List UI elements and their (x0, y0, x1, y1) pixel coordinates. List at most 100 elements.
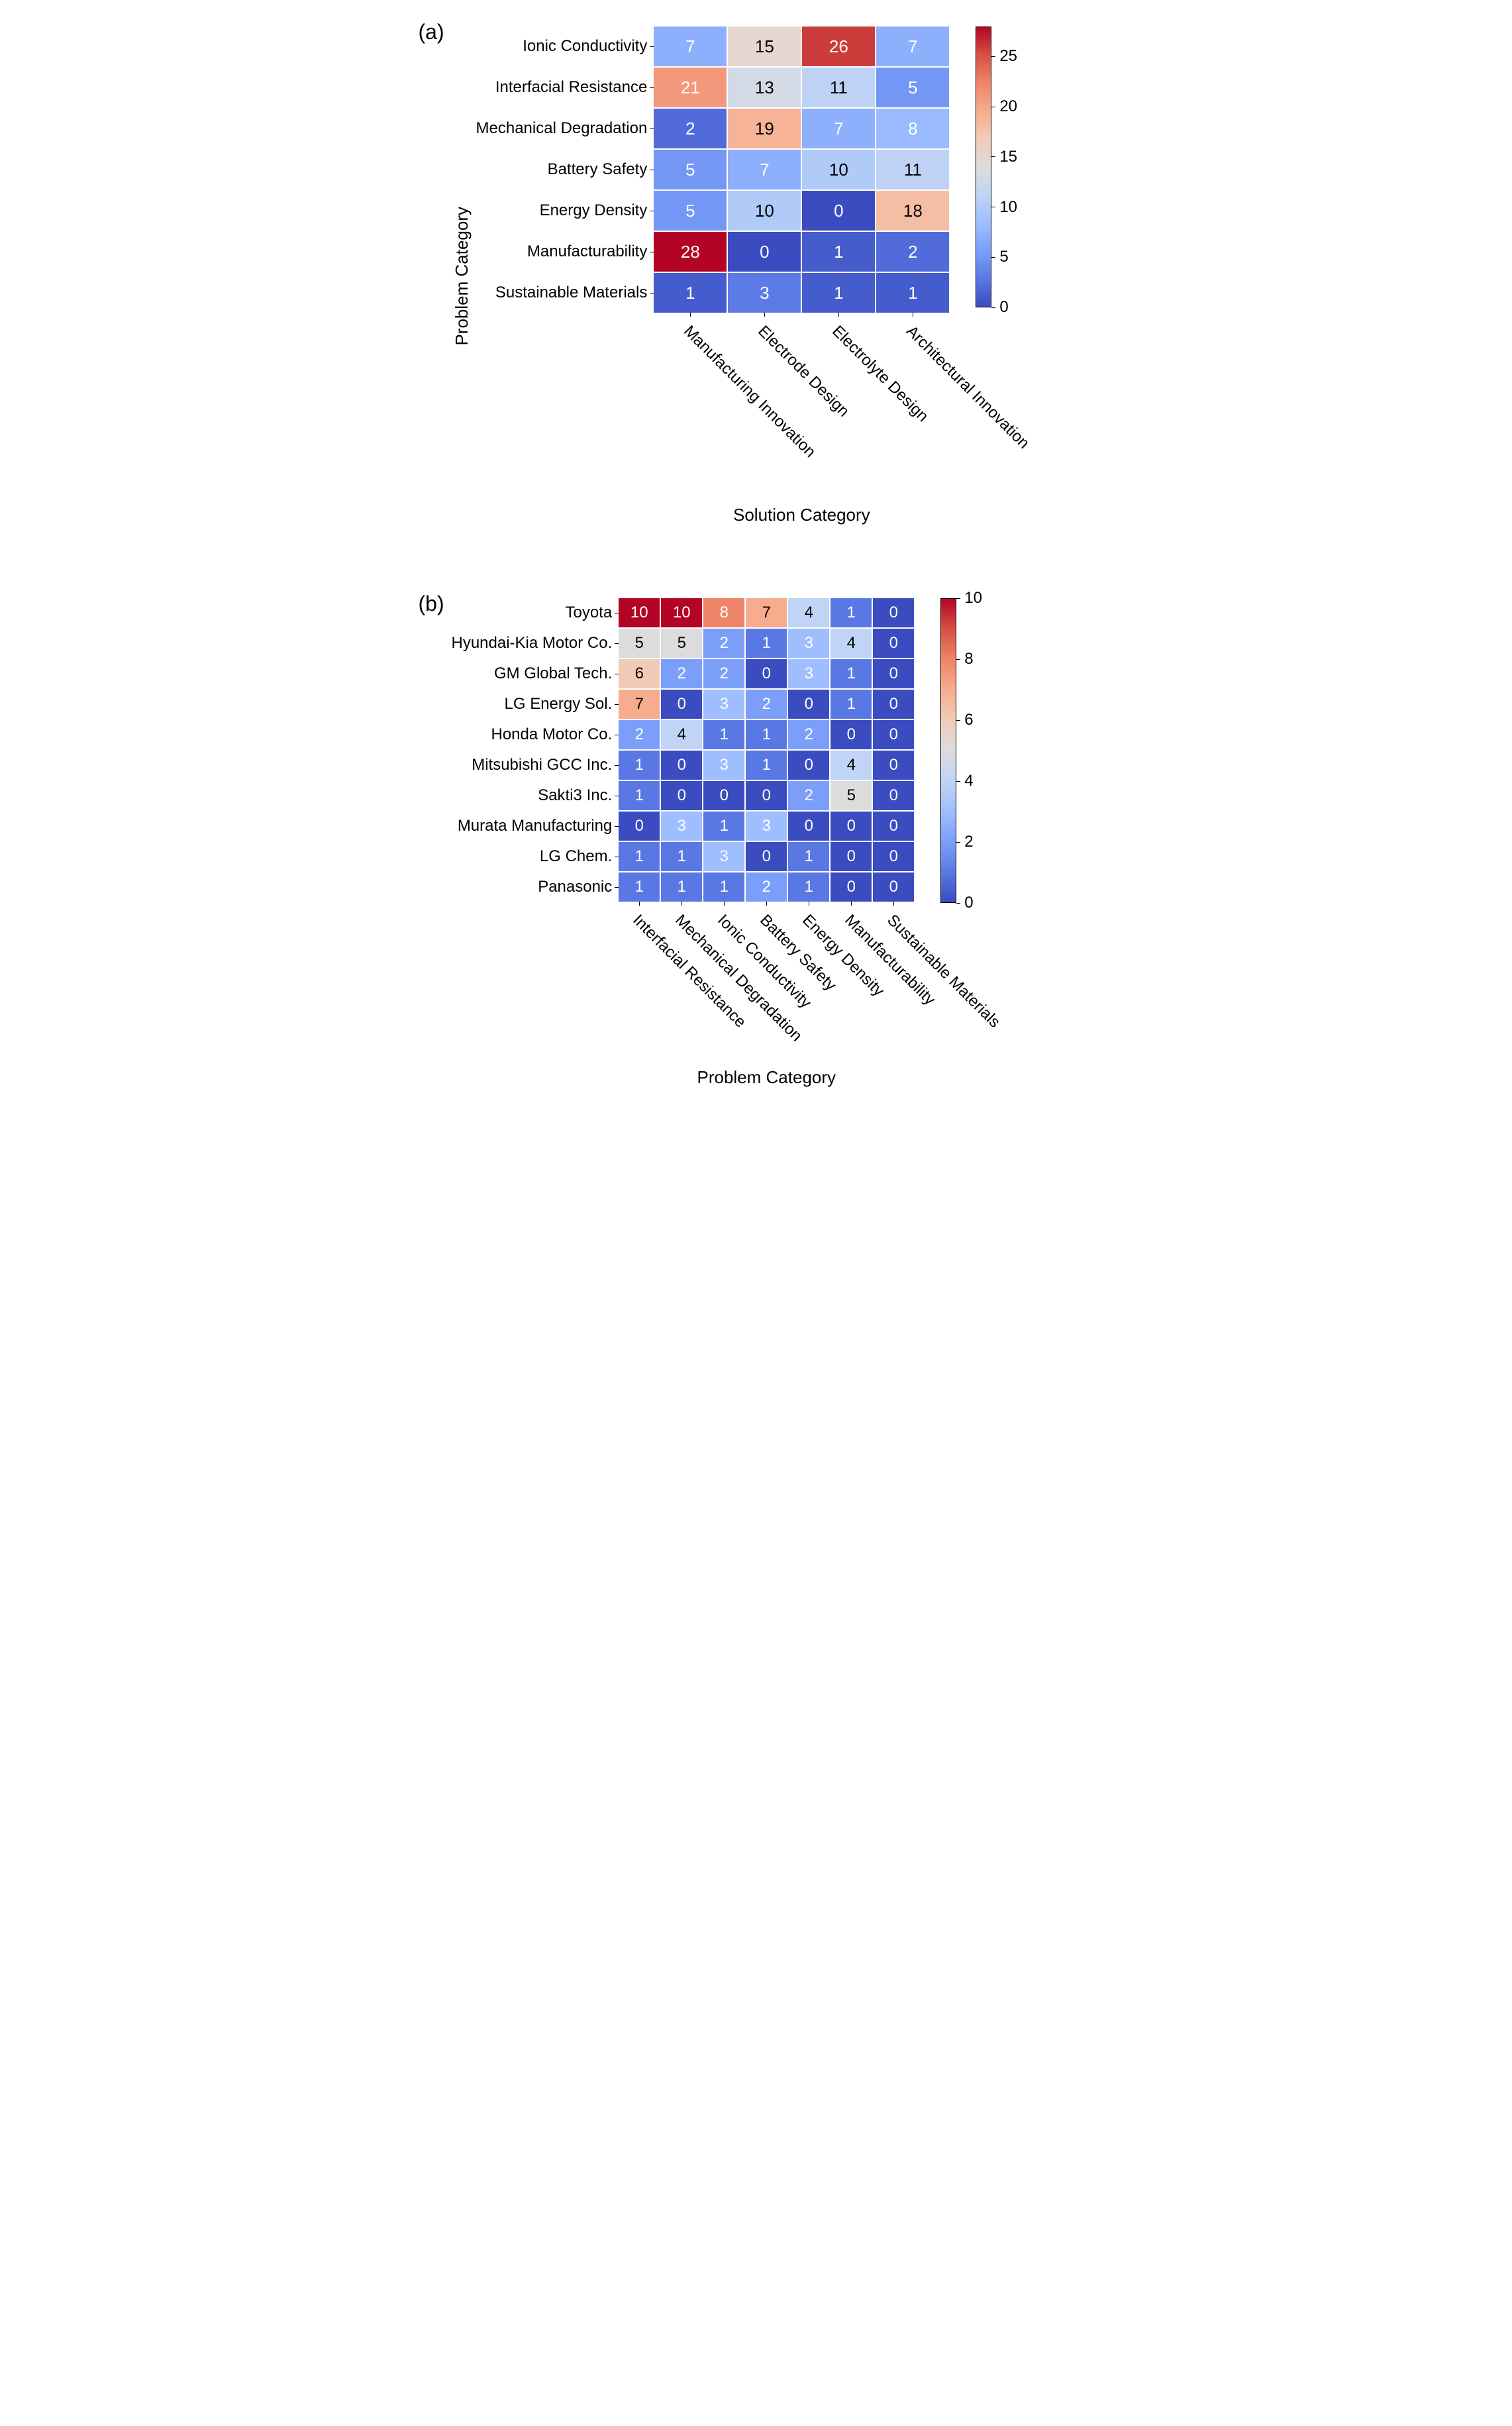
panel-a-cell: 7 (728, 150, 801, 189)
panel-b-cell: 1 (619, 872, 660, 902)
panel-b-ytick: Honda Motor Co. (452, 720, 619, 749)
panel-b-cell: 1 (831, 659, 872, 688)
panel-a-cell: 5 (654, 191, 727, 231)
panel-b-cell: 0 (619, 812, 660, 841)
panel-b-cell: 2 (703, 659, 744, 688)
panel-b-cell: 0 (746, 659, 787, 688)
panel-a-label: (a) (419, 20, 444, 44)
panel-a-cell: 21 (654, 68, 727, 107)
panel-b-cell: 0 (873, 690, 914, 719)
panel-b-label: (b) (419, 592, 444, 616)
panel-a-cell: 19 (728, 109, 801, 148)
panel-b-colorbar-tick: 4 (962, 772, 973, 790)
panel-b-cell: 1 (619, 751, 660, 780)
panel-a-ytick: Interfacial Resistance (476, 68, 654, 107)
panel-a-cell: 5 (654, 150, 727, 189)
panel-b-cell: 0 (873, 629, 914, 658)
panel-b-cell: 0 (703, 781, 744, 810)
panel-b-colorbar: 0246810 (940, 598, 995, 903)
panel-b-cell: 0 (746, 842, 787, 871)
panel-b-colorbar-tick: 10 (962, 589, 982, 607)
panel-a-cell: 1 (802, 273, 875, 313)
panel-a-xtick: Manufacturing Innovation (654, 313, 727, 319)
panel-b-cell: 1 (703, 812, 744, 841)
panel-b-cell: 0 (788, 690, 829, 719)
panel-b-cell: 10 (619, 598, 660, 627)
panel-b-cell: 0 (831, 872, 872, 902)
panel-b-cell: 7 (746, 598, 787, 627)
panel-b-cell: 1 (788, 842, 829, 871)
panel-b-xtick: Energy Density (788, 902, 829, 908)
panel-b-cell: 3 (788, 629, 829, 658)
panel-b-cell: 2 (661, 659, 702, 688)
panel-b-colorbar-tick: 2 (962, 833, 973, 851)
panel-b-ytick: LG Energy Sol. (452, 690, 619, 719)
panel-b-cell: 0 (873, 659, 914, 688)
panel-b-cell: 4 (661, 720, 702, 749)
panel-a-cell: 1 (876, 273, 949, 313)
panel-b-cell: 0 (661, 751, 702, 780)
panel-b-cell: 1 (746, 720, 787, 749)
panel-a-cell: 11 (876, 150, 949, 189)
panel-a-colorbar-tick: 20 (997, 97, 1017, 116)
panel-b-cell: 2 (746, 872, 787, 902)
panel-b-colorbar-tick: 0 (962, 894, 973, 912)
panel-a-colorbar-tick: 0 (997, 298, 1008, 317)
panel-a-cell: 13 (728, 68, 801, 107)
panel-b-cell: 0 (788, 751, 829, 780)
panel-b-cell: 3 (703, 690, 744, 719)
panel-b-cell: 0 (788, 812, 829, 841)
panel-b-cell: 2 (788, 781, 829, 810)
panel-b-ytick: Hyundai-Kia Motor Co. (452, 629, 619, 658)
panel-a-ytick: Mechanical Degradation (476, 109, 654, 148)
panel-a-cell: 0 (802, 191, 875, 231)
panel-a-ytick: Energy Density (476, 191, 654, 231)
panel-a-ylabel: Problem Category (452, 207, 472, 346)
panel-b-cell: 0 (873, 720, 914, 749)
panel-b-cell: 1 (619, 842, 660, 871)
panel-b-ytick: Toyota (452, 598, 619, 627)
panel-b-cell: 0 (661, 690, 702, 719)
panel-b-cell: 1 (703, 720, 744, 749)
panel-a-colorbar: 0510152025 (976, 26, 1030, 307)
panel-b-cell: 5 (831, 781, 872, 810)
panel-b-cell: 0 (873, 598, 914, 627)
panel-b-ytick: Sakti3 Inc. (452, 781, 619, 810)
panel-b-cell: 0 (873, 781, 914, 810)
panel-a-xlabel: Solution Category (654, 505, 949, 525)
panel-b-ytick: Murata Manufacturing (452, 812, 619, 841)
panel-a-colorbar-tick: 10 (997, 198, 1017, 217)
panel-b-xtick: Ionic Conductivity (703, 902, 744, 908)
panel-a-ytick: Ionic Conductivity (476, 26, 654, 66)
panel-b-cell: 4 (788, 598, 829, 627)
panel-b: (b) ToyotaHyundai-Kia Motor Co.GM Global… (425, 598, 1087, 1088)
panel-a-xtick: Electrolyte Design (802, 313, 875, 319)
panel-a-cell: 18 (876, 191, 949, 231)
panel-a-xtick: Electrode Design (728, 313, 801, 319)
panel-b-cell: 0 (746, 781, 787, 810)
panel-b-cell: 8 (703, 598, 744, 627)
panel-b-cell: 5 (661, 629, 702, 658)
panel-a-cell: 7 (654, 26, 727, 66)
panel-a-cell: 7 (802, 109, 875, 148)
panel-b-cell: 2 (703, 629, 744, 658)
panel-b-cell: 1 (746, 751, 787, 780)
panel-a-cell: 1 (802, 232, 875, 272)
panel-b-cell: 1 (831, 598, 872, 627)
panel-a-cell: 28 (654, 232, 727, 272)
panel-b-colorbar-tick: 6 (962, 711, 973, 729)
panel-a-xtick: Architectural Innovation (876, 313, 949, 319)
panel-b-cell: 0 (661, 781, 702, 810)
panel-b-cell: 0 (873, 812, 914, 841)
panel-b-cell: 6 (619, 659, 660, 688)
panel-b-cell: 0 (873, 842, 914, 871)
panel-b-heatmap: ToyotaHyundai-Kia Motor Co.GM Global Tec… (452, 598, 1087, 1088)
panel-a-heatmap: Problem Category Ionic ConductivityInterf… (452, 26, 1087, 525)
panel-b-cell: 0 (873, 872, 914, 902)
panel-a-cell: 2 (876, 232, 949, 272)
panel-a-colorbar-tick: 5 (997, 248, 1008, 266)
panel-b-cell: 3 (703, 751, 744, 780)
panel-b-cell: 0 (831, 812, 872, 841)
panel-a-cell: 11 (802, 68, 875, 107)
panel-b-cell: 3 (746, 812, 787, 841)
